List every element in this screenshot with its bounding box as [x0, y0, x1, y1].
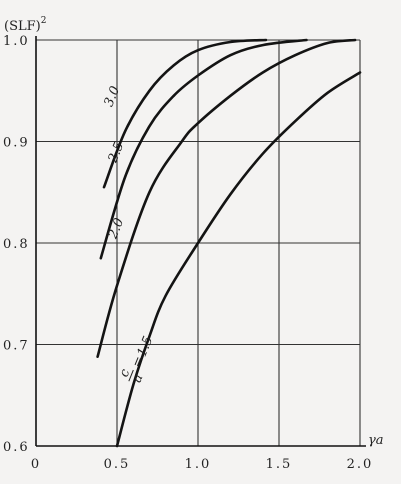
x-axis-title: γa — [368, 433, 384, 448]
x-tick-label-2: 1.0 — [185, 457, 212, 472]
curve-label-fraction-bar — [128, 369, 134, 382]
y-tick-label-4: 1.0 — [3, 34, 30, 49]
curve-label-value-3-0: 3.0 — [102, 84, 124, 109]
axes — [35, 36, 366, 447]
curves — [96, 38, 362, 448]
curve-label-a: a — [130, 372, 147, 385]
tick-labels: 0 0.5 1.0 1.5 2.0 0.6 0.7 0.8 0.9 1.0 — [3, 34, 374, 472]
x-tick-label-4: 2.0 — [347, 457, 374, 472]
curve-label-1-5: ca=1.5 — [117, 334, 157, 385]
y-axis-title-superscript: 2 — [41, 16, 47, 26]
x-tick-label-3: 1.5 — [266, 457, 293, 472]
x-tick-label-1: 0.5 — [104, 457, 131, 472]
y-tick-label-3: 0.9 — [3, 136, 30, 151]
curve-3-0 — [102, 38, 268, 189]
curve-labels: 3.02.52.0ca=1.5 — [102, 84, 157, 385]
curve-1-5 — [115, 71, 362, 448]
y-tick-label-1: 0.7 — [3, 339, 30, 354]
curve-2-0 — [96, 38, 357, 358]
curve-label-value-2-0: 2.0 — [105, 216, 127, 242]
x-tick-label-0: 0 — [31, 457, 41, 472]
y-tick-label-0: 0.6 — [3, 440, 30, 455]
curve-label-2-5: 2.5 — [105, 140, 127, 166]
curve-label-value-1-5: 1.5 — [135, 334, 157, 359]
y-axis-title: (SLF)2 — [4, 16, 46, 34]
curve-label-equals: = — [129, 354, 147, 370]
curve-label-value-2-5: 2.5 — [105, 140, 127, 166]
y-axis-title-text: (SLF) — [4, 19, 41, 34]
curve-2-5 — [99, 38, 308, 260]
y-tick-label-2: 0.8 — [3, 237, 30, 252]
curve-label-2-0: 2.0 — [105, 216, 127, 242]
curve-label-3-0: 3.0 — [102, 84, 124, 109]
